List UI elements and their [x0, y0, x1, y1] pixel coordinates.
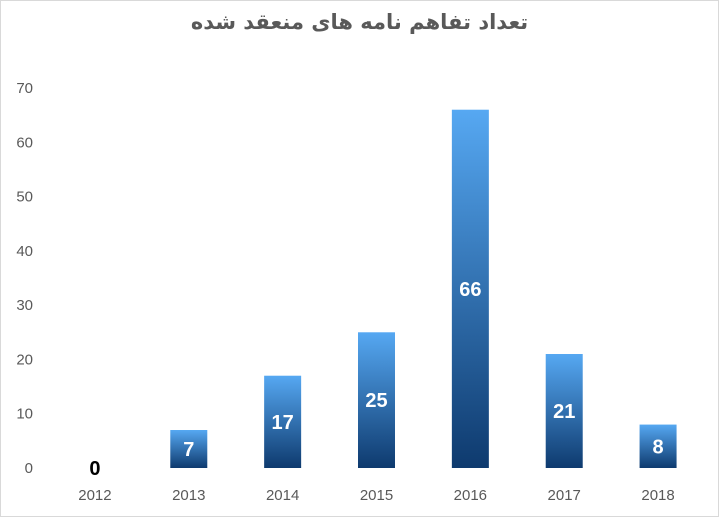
- chart-title: تعداد تفاهم نامه های منعقد شده: [190, 10, 529, 34]
- bar-2017: [545, 354, 583, 468]
- x-axis: 2012 2013 2014 2015 2016 2017 2018: [78, 487, 675, 504]
- y-tick-label: 20: [16, 351, 33, 368]
- data-labels: 0 7 17 25 66 21 8: [89, 279, 663, 480]
- y-tick-label: 40: [16, 243, 33, 260]
- y-tick-label: 60: [16, 134, 33, 151]
- bars: [170, 109, 677, 468]
- data-label-2014: 17: [272, 412, 294, 434]
- x-tick-label: 2013: [172, 487, 205, 504]
- x-tick-label: 2017: [548, 487, 581, 504]
- data-label-2016: 66: [459, 279, 481, 301]
- bar-2014: [264, 375, 302, 468]
- x-tick-label: 2016: [454, 487, 487, 504]
- bar-2015: [358, 332, 395, 468]
- data-label-2013: 7: [183, 439, 194, 461]
- y-tick-label: 70: [16, 80, 33, 97]
- y-tick-label: 0: [25, 460, 33, 477]
- x-tick-label: 2015: [360, 487, 393, 504]
- x-tick-label: 2012: [78, 487, 111, 504]
- data-label-2018: 8: [653, 436, 664, 458]
- x-tick-label: 2014: [266, 487, 299, 504]
- data-label-2015: 25: [365, 390, 387, 412]
- y-tick-label: 50: [16, 189, 33, 206]
- data-label-2012: 0: [89, 458, 100, 480]
- bar-2018: [639, 424, 677, 468]
- y-tick-label: 10: [16, 406, 33, 423]
- bar-2013: [170, 430, 208, 468]
- bar-2016: [451, 109, 489, 468]
- x-tick-label: 2018: [641, 487, 674, 504]
- data-label-2017: 21: [553, 401, 575, 423]
- y-tick-label: 30: [16, 297, 33, 314]
- y-axis: 0 10 20 30 40 50 60 70: [16, 80, 33, 477]
